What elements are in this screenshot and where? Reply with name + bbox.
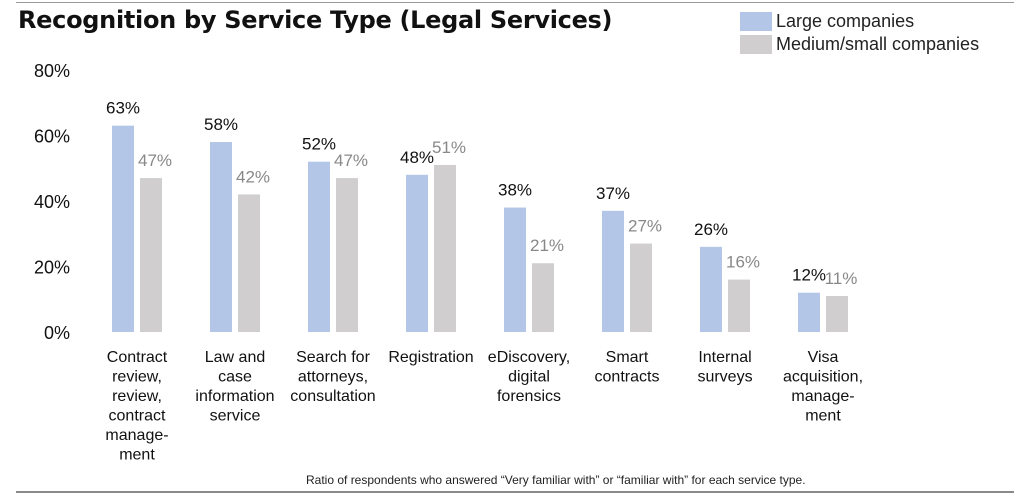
bar-medium-small-5 <box>630 243 652 332</box>
category-label-line: surveys <box>697 369 752 386</box>
category-label-line: consultation <box>290 388 375 405</box>
category-label-line: ment <box>805 408 841 425</box>
value-label-medium-small-7: 11% <box>825 269 858 288</box>
category-label-0: Contract review, review, contract manage-men… <box>105 349 168 464</box>
y-tick-label-4: 80% <box>34 61 70 81</box>
category-label-line: eDiscovery, <box>488 349 570 366</box>
value-label-medium-small-6: 16% <box>726 253 760 272</box>
value-label-large-3: 48% <box>400 148 434 167</box>
category-label-line: manage- <box>791 388 854 405</box>
value-label-medium-small-4: 21% <box>530 236 564 255</box>
legend-label-large: Large companies <box>776 11 915 31</box>
value-label-large-2: 52% <box>302 135 336 154</box>
category-label-line: Smart <box>606 349 649 366</box>
bar-medium-small-2 <box>336 178 358 332</box>
category-label-line: service <box>210 408 261 425</box>
value-label-large-1: 58% <box>204 115 238 134</box>
legend-item-medium-small: Medium/small companies <box>740 33 979 56</box>
category-label-line: acquisition, <box>783 369 863 386</box>
bar-large-7 <box>798 292 820 332</box>
category-label-line: Visa <box>808 349 839 366</box>
category-label-line: review, <box>112 369 162 386</box>
category-label-line: Contract <box>107 349 168 366</box>
category-label-5: Smart contracts <box>595 349 660 386</box>
category-label-6: Internal surveys <box>697 349 752 386</box>
category-label-3: Registration <box>388 349 473 366</box>
legend: Large companies Medium/small companies <box>740 10 979 56</box>
bar-large-0 <box>112 125 134 332</box>
category-label-line: contracts <box>595 369 660 386</box>
bar-large-2 <box>308 161 330 332</box>
category-label-line: attorneys, <box>298 369 368 386</box>
legend-swatch-large <box>740 12 772 31</box>
bar-medium-small-1 <box>238 194 260 332</box>
y-tick-label-0: 0% <box>44 323 70 343</box>
bar-medium-small-4 <box>532 263 554 332</box>
category-label-line: Registration <box>388 349 473 366</box>
category-label-line: forensics <box>497 388 561 405</box>
category-label-4: eDiscovery, digital forensics <box>488 349 570 405</box>
category-label-1: Law and case information service <box>195 349 274 425</box>
value-label-medium-small-0: 47% <box>138 151 172 170</box>
top-rule <box>16 2 1014 3</box>
bar-large-4 <box>504 207 526 332</box>
value-label-medium-small-5: 27% <box>628 217 662 236</box>
value-label-medium-small-1: 42% <box>236 167 270 186</box>
y-tick-label-2: 40% <box>34 192 70 212</box>
y-tick-label-1: 20% <box>34 258 70 278</box>
category-label-7: Visa acquisition, manage-ment <box>783 349 863 425</box>
category-label-line: ment <box>119 447 155 464</box>
bar-medium-small-7 <box>826 295 848 332</box>
bar-large-1 <box>210 142 232 332</box>
bar-medium-small-0 <box>140 178 162 332</box>
value-label-large-5: 37% <box>596 184 630 203</box>
bar-medium-small-6 <box>728 279 750 332</box>
chart-title: Recognition by Service Type (Legal Servi… <box>18 6 613 34</box>
category-label-line: Internal <box>698 349 751 366</box>
value-label-large-4: 38% <box>498 181 532 200</box>
footnote: Ratio of respondents who answered “Very … <box>306 473 806 487</box>
category-label-line: Search for <box>296 349 370 366</box>
value-label-medium-small-3: 51% <box>432 138 466 157</box>
bar-large-6 <box>700 246 722 332</box>
value-label-large-6: 26% <box>694 220 728 239</box>
category-label-line: contract <box>109 408 166 425</box>
category-label-line: Law and <box>205 349 266 366</box>
value-label-medium-small-2: 47% <box>334 151 368 170</box>
y-tick-label-3: 60% <box>34 127 70 147</box>
category-label-line: information <box>195 388 274 405</box>
legend-swatch-medium-small <box>740 35 772 54</box>
bar-medium-small-3 <box>434 164 456 332</box>
bar-large-3 <box>406 174 428 332</box>
category-label-2: Search for attorneys, consultation <box>290 349 375 405</box>
bottom-rule <box>16 491 1014 493</box>
legend-label-medium-small: Medium/small companies <box>776 34 980 54</box>
legend-item-large: Large companies <box>740 10 979 33</box>
category-label-line: digital <box>508 369 550 386</box>
value-label-large-7: 12% <box>792 266 826 285</box>
category-label-line: case <box>218 369 252 386</box>
value-label-large-0: 63% <box>106 99 140 118</box>
category-label-line: review, <box>112 388 162 405</box>
bar-large-5 <box>602 210 624 332</box>
category-label-line: manage- <box>105 427 168 444</box>
